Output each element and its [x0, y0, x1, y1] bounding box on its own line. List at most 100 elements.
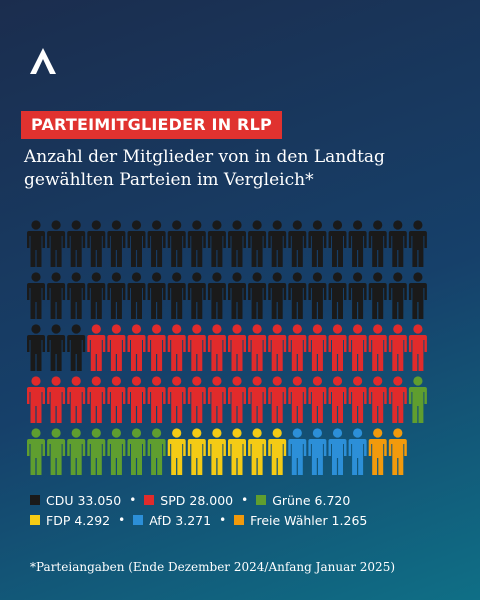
legend: CDU 33.050 • SPD 28.000 • Grüne 6.720 FDP 4.… [30, 490, 470, 530]
person-figure-cdu [248, 220, 267, 267]
person-figure-spd [228, 324, 246, 371]
person-figure-fdp [268, 428, 287, 475]
person-figure-cdu [127, 272, 146, 319]
person-figure-cdu [408, 272, 427, 319]
subtitle-line-2: gewählten Parteien im Vergleich* [24, 170, 314, 190]
person-figure-spd [268, 324, 287, 371]
chart-title-badge: PARTEIMITGLIEDER IN RLP [21, 111, 282, 139]
person-figure-spd [288, 376, 307, 423]
person-figure-fdp [207, 428, 226, 475]
person-figure-spd [167, 376, 186, 423]
person-figure-cdu [107, 272, 126, 319]
person-figure-spd [288, 324, 307, 371]
person-figure-spd [228, 376, 246, 423]
legend-label: AfD 3.271 [149, 512, 212, 528]
person-figure-cdu [328, 272, 347, 319]
person-figure-spd [388, 376, 407, 423]
person-figure-grüne [67, 428, 86, 475]
legend-row: FDP 4.292 • AfD 3.271 • Freie Wähler 1.265 [30, 510, 470, 530]
legend-swatch [133, 515, 144, 525]
person-figure-fdp [167, 428, 186, 475]
person-figure-cdu [27, 220, 45, 267]
legend-label: Freie Wähler 1.265 [250, 512, 368, 528]
legend-label: Grüne 6.720 [272, 492, 351, 508]
person-figure-cdu [228, 220, 246, 267]
legend-separator: • [129, 493, 137, 507]
person-figure-afd [348, 428, 367, 475]
person-figure-cdu [368, 220, 387, 267]
person-figure-cdu [147, 220, 166, 267]
person-figure-cdu [147, 272, 166, 319]
legend-swatch [144, 495, 155, 505]
person-figure-cdu [167, 220, 186, 267]
person-figure-afd [328, 428, 347, 475]
person-figure-spd [408, 324, 427, 371]
subtitle-line-1: Anzahl der Mitglieder von in den Landtag [24, 147, 385, 167]
person-figure-freie-wähler [388, 428, 407, 475]
person-figure-cdu [308, 220, 327, 267]
person-figure-spd [388, 324, 407, 371]
person-figure-cdu [328, 220, 347, 267]
person-figure-spd [67, 376, 86, 423]
caret-logo-icon [30, 48, 56, 74]
person-figure-grüne [408, 376, 427, 423]
person-figure-spd [47, 376, 66, 423]
person-figure-cdu [47, 272, 66, 319]
person-figure-cdu [27, 272, 45, 319]
legend-separator: • [219, 513, 227, 527]
person-figure-cdu [47, 220, 66, 267]
person-figure-spd [127, 324, 146, 371]
person-figure-spd [348, 324, 367, 371]
person-figure-spd [368, 376, 387, 423]
person-figure-spd [147, 376, 166, 423]
person-figure-grüne [127, 428, 146, 475]
person-figure-cdu [107, 220, 126, 267]
person-figure-spd [187, 324, 206, 371]
legend-swatch [234, 515, 245, 525]
legend-item-grüne: Grüne 6.720 [256, 493, 350, 508]
person-figure-grüne [107, 428, 126, 475]
person-figure-cdu [67, 272, 86, 319]
person-figure-cdu [87, 220, 106, 267]
person-figure-cdu [268, 272, 287, 319]
person-figure-fdp [187, 428, 206, 475]
person-figure-cdu [248, 272, 267, 319]
person-figure-cdu [348, 272, 367, 319]
legend-item-spd: SPD 28.000 [144, 493, 233, 508]
person-figure-cdu [388, 220, 407, 267]
person-figure-cdu [87, 272, 106, 319]
person-figure-cdu [288, 272, 307, 319]
person-figure-spd [147, 324, 166, 371]
person-figure-cdu [127, 220, 146, 267]
person-figure-cdu [408, 220, 427, 267]
person-figure-grüne [27, 428, 45, 475]
person-figure-spd [207, 324, 226, 371]
person-figure-spd [207, 376, 226, 423]
person-figure-spd [107, 376, 126, 423]
chart-subtitle: Anzahl der Mitglieder von in den Landtag… [24, 146, 464, 192]
legend-swatch [30, 495, 40, 505]
person-figure-cdu [288, 220, 307, 267]
person-figure-cdu [388, 272, 407, 319]
legend-separator: • [118, 513, 126, 527]
person-figure-cdu [207, 272, 226, 319]
person-figure-spd [187, 376, 206, 423]
person-figure-spd [127, 376, 146, 423]
person-figure-spd [248, 376, 267, 423]
person-figure-cdu [67, 324, 86, 371]
person-figure-cdu [67, 220, 86, 267]
person-figure-cdu [27, 324, 45, 371]
person-figure-cdu [228, 272, 246, 319]
person-figure-grüne [87, 428, 106, 475]
person-figure-spd [87, 376, 106, 423]
person-figure-grüne [47, 428, 66, 475]
person-figure-cdu [207, 220, 226, 267]
person-figure-spd [248, 324, 267, 371]
person-figure-spd [87, 324, 106, 371]
person-figure-fdp [248, 428, 267, 475]
legend-swatch [256, 495, 267, 505]
person-figure-spd [328, 376, 347, 423]
person-figure-grüne [147, 428, 166, 475]
person-figure-cdu [308, 272, 327, 319]
legend-item-fdp: FDP 4.292 [30, 513, 110, 528]
